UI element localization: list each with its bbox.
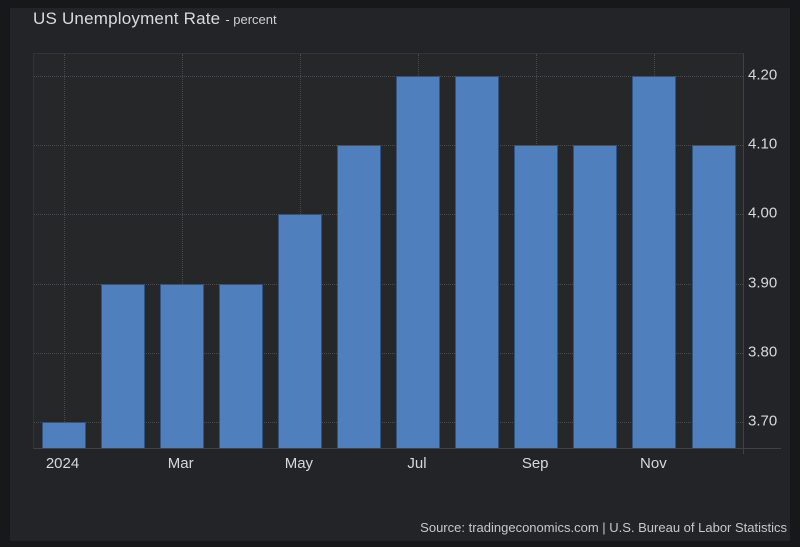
h-gridline — [34, 76, 743, 78]
v-gridline — [181, 54, 183, 448]
bar[interactable] — [277, 214, 322, 448]
y-tick-label: 3.70 — [748, 412, 778, 430]
y-tick-label: 4.10 — [748, 135, 778, 153]
right-axis-tick — [743, 448, 744, 454]
h-gridline — [34, 421, 743, 423]
chart-title: US Unemployment Rate — [33, 9, 221, 28]
x-tick-label: Nov — [640, 455, 667, 472]
bar[interactable] — [159, 283, 204, 448]
chart-header: US Unemployment Rate - percent — [33, 9, 277, 29]
y-tick-label: 3.80 — [748, 343, 778, 361]
bar[interactable] — [396, 76, 440, 448]
x-tick-label: Sep — [521, 455, 549, 472]
h-gridline — [34, 352, 743, 354]
y-tick-label: 4.00 — [748, 204, 778, 222]
bar[interactable] — [337, 145, 381, 448]
bar[interactable] — [573, 145, 618, 448]
y-tick-label: 3.90 — [748, 274, 778, 291]
v-gridline — [63, 54, 65, 448]
h-gridline — [34, 214, 743, 216]
chart-subtitle: - percent — [225, 12, 277, 27]
h-gridline — [34, 145, 743, 147]
x-tick-label: Jul — [407, 455, 427, 472]
bar[interactable] — [100, 283, 145, 448]
source-text: Source: tradingeconomics.com | U.S. Bure… — [420, 520, 787, 535]
bar[interactable] — [218, 283, 263, 448]
bar[interactable] — [514, 145, 559, 448]
plot-area — [33, 53, 744, 449]
h-gridline — [34, 283, 743, 285]
bar[interactable] — [632, 76, 677, 448]
x-tick-label: Mar — [167, 455, 194, 472]
bar[interactable] — [455, 76, 500, 448]
bottom-axis-extension — [743, 448, 781, 449]
x-tick-label: May — [284, 455, 314, 472]
bar[interactable] — [691, 145, 736, 448]
x-tick-label: 2024 — [45, 455, 80, 472]
y-tick-label: 4.20 — [748, 66, 778, 84]
bar[interactable] — [41, 421, 86, 448]
